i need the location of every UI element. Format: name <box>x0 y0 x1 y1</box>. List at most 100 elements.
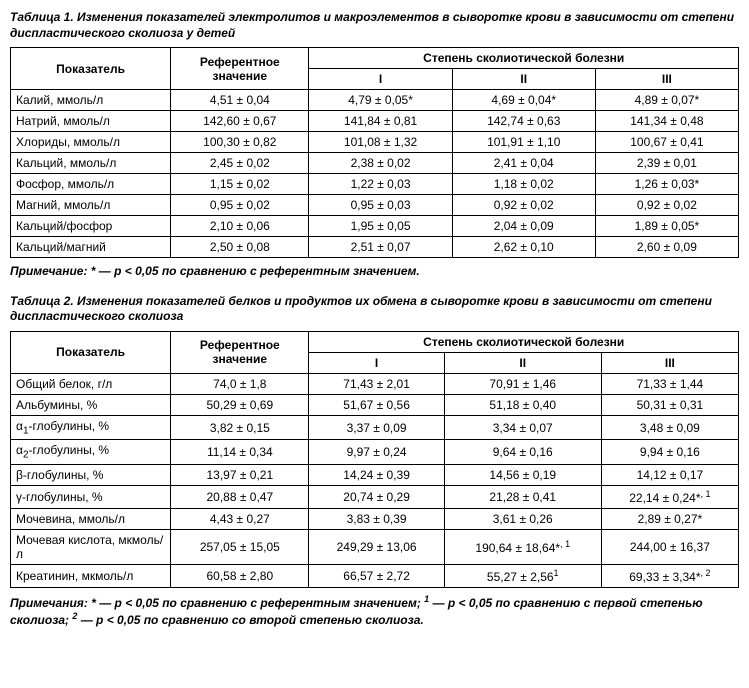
cell-value: 1,15 ± 0,02 <box>171 174 309 195</box>
table-row: Хлориды, ммоль/л100,30 ± 0,82101,08 ± 1,… <box>11 132 739 153</box>
cell-value: 4,43 ± 0,27 <box>171 508 309 529</box>
cell-value: 3,82 ± 0,15 <box>171 415 309 439</box>
cell-value: 50,31 ± 0,31 <box>601 394 738 415</box>
cell-value: 249,29 ± 13,06 <box>309 529 444 564</box>
table1-note: Примечание: * — p < 0,05 по сравнению с … <box>10 264 739 280</box>
cell-value: 100,67 ± 0,41 <box>595 132 738 153</box>
cell-value: 51,67 ± 0,56 <box>309 394 444 415</box>
cell-value: 0,92 ± 0,02 <box>595 195 738 216</box>
cell-value: 22,14 ± 0,24*, 1 <box>601 485 738 508</box>
th-reference: Референтное значение <box>171 331 309 373</box>
cell-value: 142,74 ± 0,63 <box>452 111 595 132</box>
th-d1: I <box>309 352 444 373</box>
cell-value: 20,88 ± 0,47 <box>171 485 309 508</box>
cell-indicator: Креатинин, мкмоль/л <box>11 564 171 587</box>
cell-value: 69,33 ± 3,34*, 2 <box>601 564 738 587</box>
cell-value: 2,10 ± 0,06 <box>171 216 309 237</box>
cell-value: 4,69 ± 0,04* <box>452 90 595 111</box>
table2: Показатель Референтное значение Степень … <box>10 331 739 588</box>
table2-body: Общий белок, г/л74,0 ± 1,871,43 ± 2,0170… <box>11 373 739 587</box>
cell-value: 244,00 ± 16,37 <box>601 529 738 564</box>
cell-value: 101,91 ± 1,10 <box>452 132 595 153</box>
cell-value: 9,64 ± 0,16 <box>444 440 601 464</box>
cell-value: 1,18 ± 0,02 <box>452 174 595 195</box>
cell-indicator: Альбумины, % <box>11 394 171 415</box>
cell-value: 2,51 ± 0,07 <box>309 237 452 258</box>
cell-value: 2,41 ± 0,04 <box>452 153 595 174</box>
cell-indicator: α2-глобулины, % <box>11 440 171 464</box>
cell-value: 100,30 ± 0,82 <box>171 132 309 153</box>
cell-value: 1,89 ± 0,05* <box>595 216 738 237</box>
cell-value: 3,83 ± 0,39 <box>309 508 444 529</box>
cell-value: 4,89 ± 0,07* <box>595 90 738 111</box>
cell-value: 142,60 ± 0,67 <box>171 111 309 132</box>
cell-value: 11,14 ± 0,34 <box>171 440 309 464</box>
cell-value: 14,24 ± 0,39 <box>309 464 444 485</box>
cell-value: 14,56 ± 0,19 <box>444 464 601 485</box>
cell-value: 2,45 ± 0,02 <box>171 153 309 174</box>
cell-indicator: Мочевина, ммоль/л <box>11 508 171 529</box>
cell-indicator: Кальций/фосфор <box>11 216 171 237</box>
cell-value: 14,12 ± 0,17 <box>601 464 738 485</box>
cell-value: 50,29 ± 0,69 <box>171 394 309 415</box>
table1-title: Таблица 1. Изменения показателей электро… <box>10 10 739 41</box>
cell-value: 1,26 ± 0,03* <box>595 174 738 195</box>
table1-body: Калий, ммоль/л4,51 ± 0,044,79 ± 0,05*4,6… <box>11 90 739 258</box>
table2-title: Таблица 2. Изменения показателей белков … <box>10 294 739 325</box>
cell-indicator: Мочевая кислота, мкмоль/л <box>11 529 171 564</box>
table-row: Кальций/фосфор2,10 ± 0,061,95 ± 0,052,04… <box>11 216 739 237</box>
th-d3: III <box>601 352 738 373</box>
cell-value: 2,04 ± 0,09 <box>452 216 595 237</box>
th-degree: Степень сколиотической болезни <box>309 48 739 69</box>
cell-value: 0,92 ± 0,02 <box>452 195 595 216</box>
cell-indicator: Кальций/магний <box>11 237 171 258</box>
cell-value: 3,61 ± 0,26 <box>444 508 601 529</box>
cell-indicator: α1-глобулины, % <box>11 415 171 439</box>
th-degree: Степень сколиотической болезни <box>309 331 739 352</box>
cell-value: 20,74 ± 0,29 <box>309 485 444 508</box>
table-row: Натрий, ммоль/л142,60 ± 0,67141,84 ± 0,8… <box>11 111 739 132</box>
cell-indicator: Кальций, ммоль/л <box>11 153 171 174</box>
cell-value: 71,43 ± 2,01 <box>309 373 444 394</box>
table2-note: Примечания: * — p < 0,05 по сравнению с … <box>10 594 739 629</box>
cell-value: 51,18 ± 0,40 <box>444 394 601 415</box>
cell-value: 4,79 ± 0,05* <box>309 90 452 111</box>
table-row: Магний, ммоль/л0,95 ± 0,020,95 ± 0,030,9… <box>11 195 739 216</box>
table-row: Калий, ммоль/л4,51 ± 0,044,79 ± 0,05*4,6… <box>11 90 739 111</box>
cell-value: 70,91 ± 1,46 <box>444 373 601 394</box>
table1: Показатель Референтное значение Степень … <box>10 47 739 258</box>
table-row: α2-глобулины, %11,14 ± 0,349,97 ± 0,249,… <box>11 440 739 464</box>
cell-value: 2,62 ± 0,10 <box>452 237 595 258</box>
cell-value: 21,28 ± 0,41 <box>444 485 601 508</box>
th-d1: I <box>309 69 452 90</box>
cell-value: 9,97 ± 0,24 <box>309 440 444 464</box>
th-d3: III <box>595 69 738 90</box>
table-row: Креатинин, мкмоль/л60,58 ± 2,8066,57 ± 2… <box>11 564 739 587</box>
cell-value: 1,95 ± 0,05 <box>309 216 452 237</box>
cell-value: 0,95 ± 0,02 <box>171 195 309 216</box>
cell-indicator: Хлориды, ммоль/л <box>11 132 171 153</box>
cell-value: 9,94 ± 0,16 <box>601 440 738 464</box>
cell-indicator: γ-глобулины, % <box>11 485 171 508</box>
cell-value: 2,38 ± 0,02 <box>309 153 452 174</box>
th-indicator: Показатель <box>11 331 171 373</box>
table-row: Альбумины, %50,29 ± 0,6951,67 ± 0,5651,1… <box>11 394 739 415</box>
cell-indicator: Фосфор, ммоль/л <box>11 174 171 195</box>
table-row: Мочевина, ммоль/л4,43 ± 0,273,83 ± 0,393… <box>11 508 739 529</box>
table-row: Кальций, ммоль/л2,45 ± 0,022,38 ± 0,022,… <box>11 153 739 174</box>
cell-value: 141,34 ± 0,48 <box>595 111 738 132</box>
cell-value: 71,33 ± 1,44 <box>601 373 738 394</box>
cell-value: 74,0 ± 1,8 <box>171 373 309 394</box>
cell-indicator: Магний, ммоль/л <box>11 195 171 216</box>
cell-indicator: β-глобулины, % <box>11 464 171 485</box>
cell-value: 55,27 ± 2,561 <box>444 564 601 587</box>
cell-value: 1,22 ± 0,03 <box>309 174 452 195</box>
cell-value: 2,39 ± 0,01 <box>595 153 738 174</box>
table-row: Мочевая кислота, мкмоль/л257,05 ± 15,052… <box>11 529 739 564</box>
table-row: α1-глобулины, %3,82 ± 0,153,37 ± 0,093,3… <box>11 415 739 439</box>
cell-indicator: Калий, ммоль/л <box>11 90 171 111</box>
table-row: β-глобулины, %13,97 ± 0,2114,24 ± 0,3914… <box>11 464 739 485</box>
table-row: Общий белок, г/л74,0 ± 1,871,43 ± 2,0170… <box>11 373 739 394</box>
cell-indicator: Общий белок, г/л <box>11 373 171 394</box>
th-d2: II <box>452 69 595 90</box>
